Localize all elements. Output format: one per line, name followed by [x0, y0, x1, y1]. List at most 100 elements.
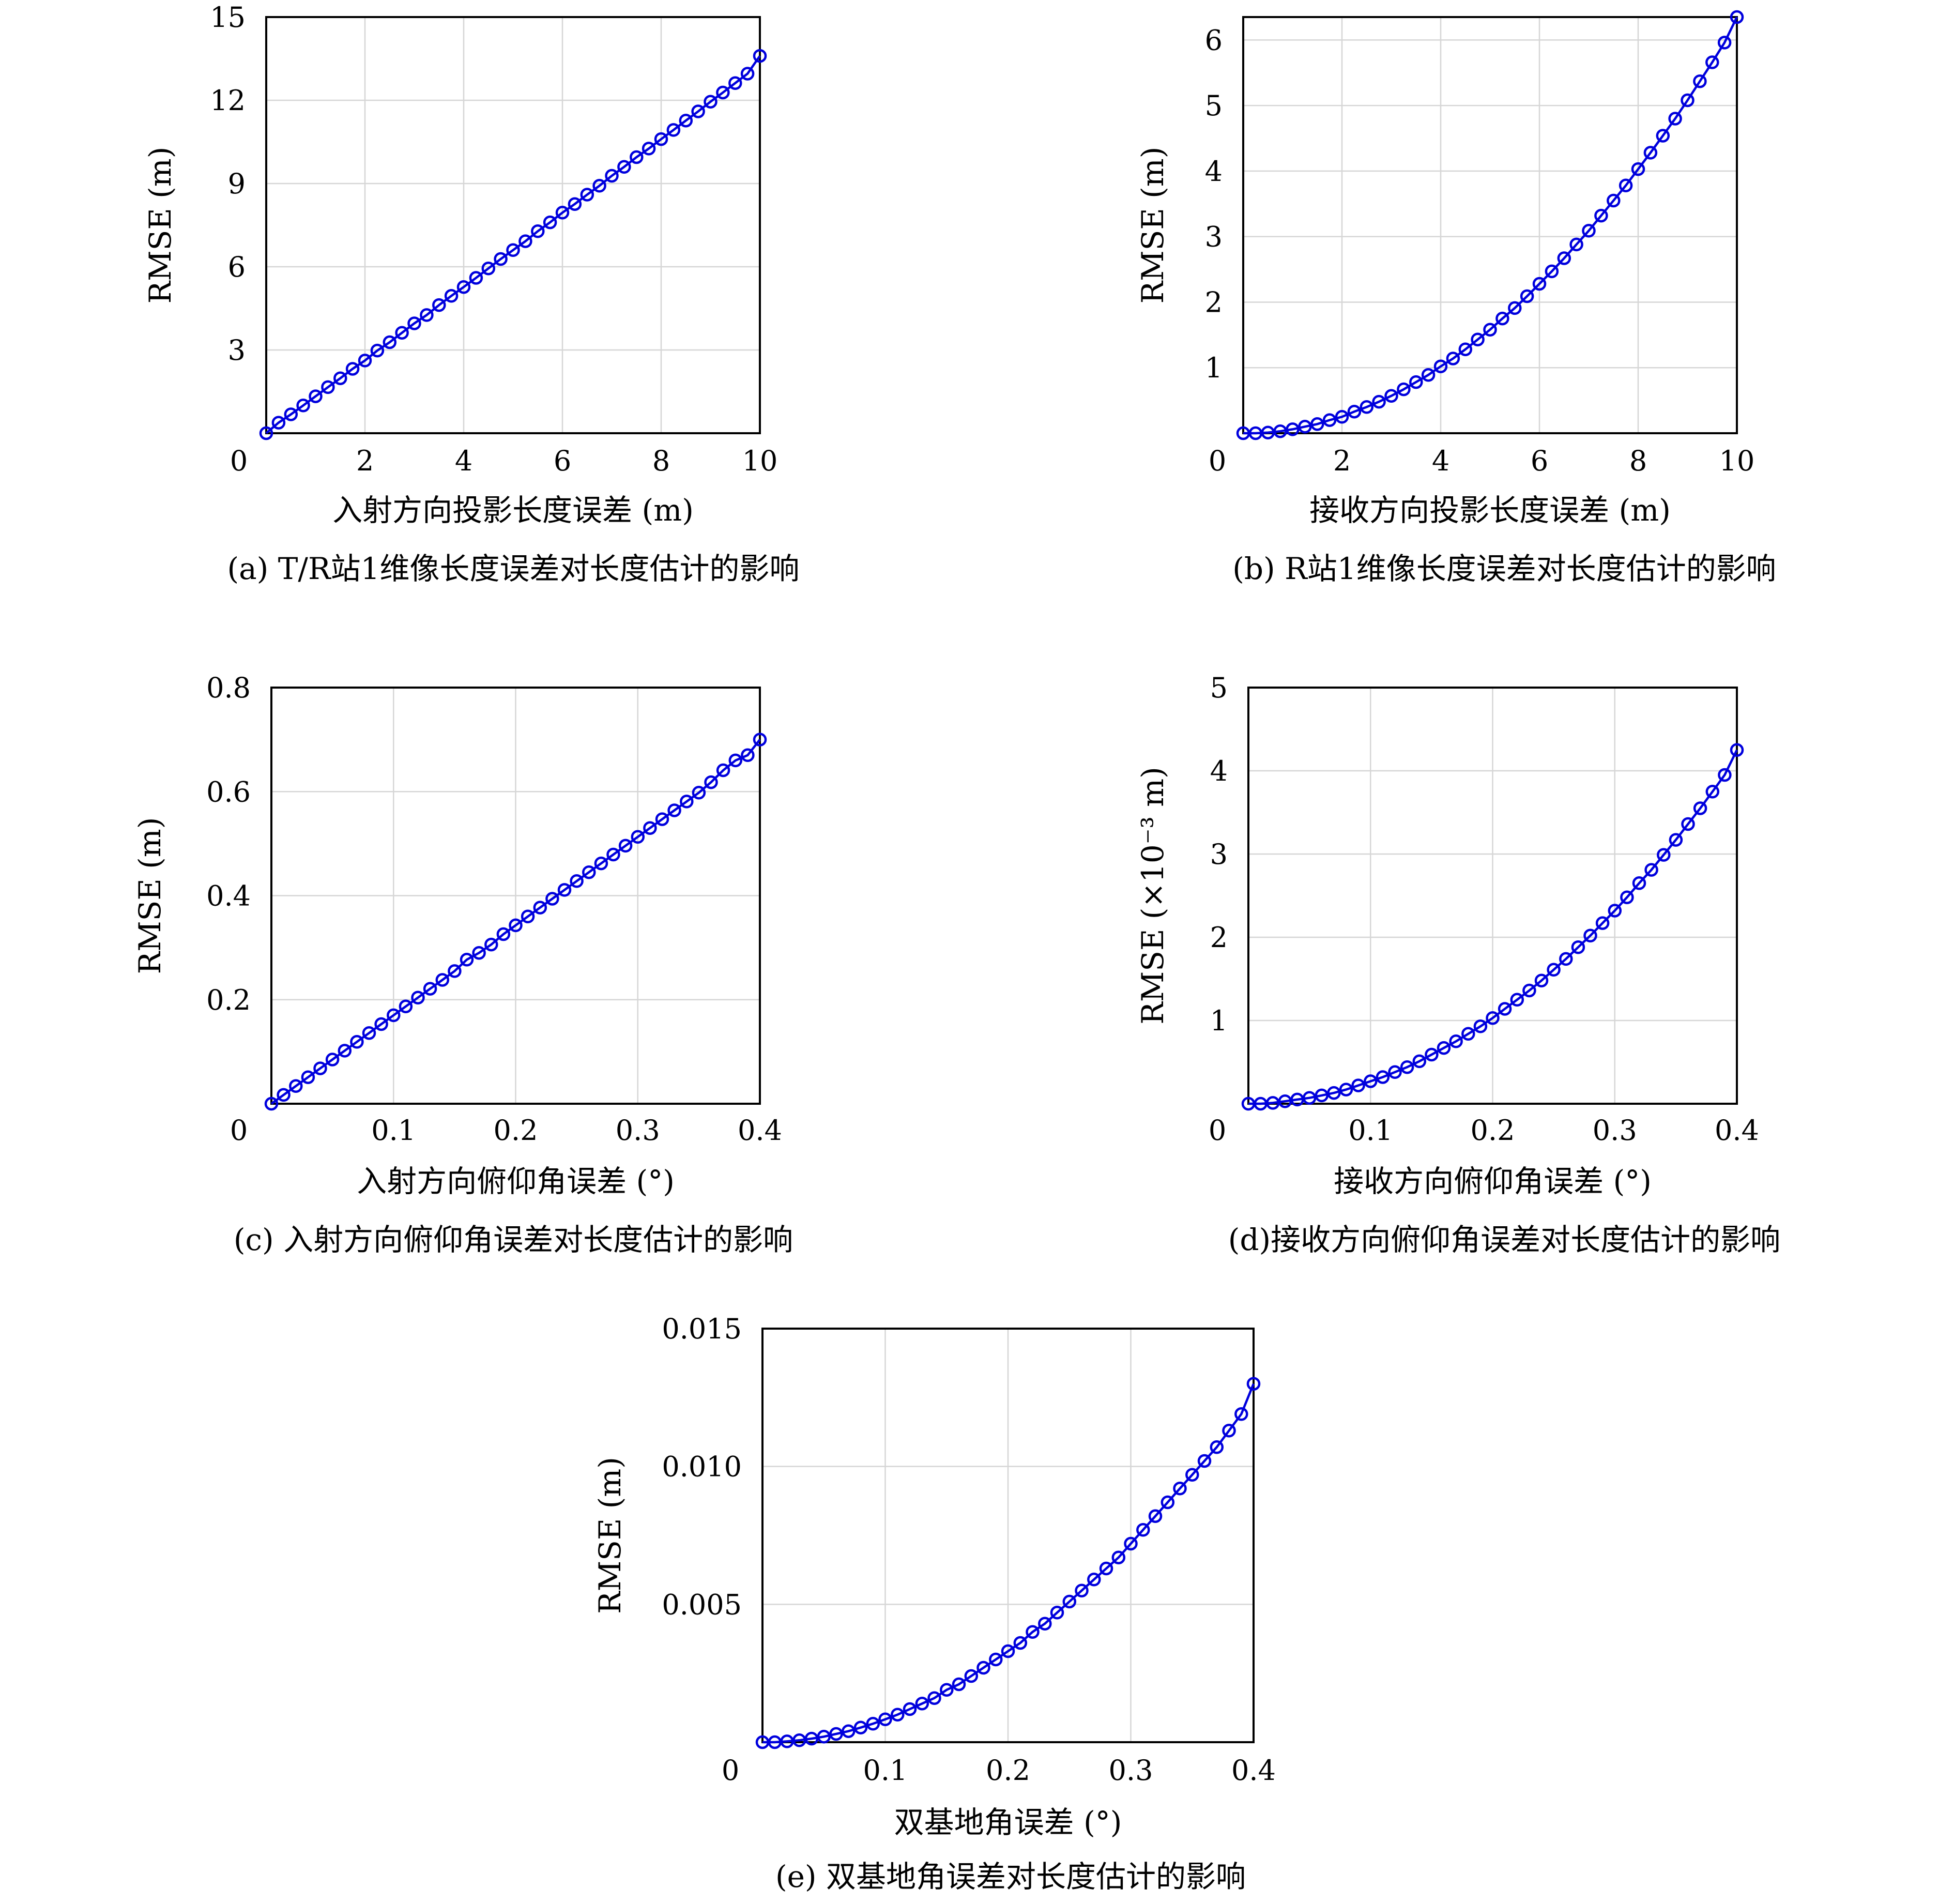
data-point — [469, 271, 483, 285]
data-point — [1449, 1034, 1463, 1048]
data-point — [1461, 1027, 1475, 1041]
data-point — [1534, 973, 1549, 987]
data-point — [891, 1708, 905, 1722]
x-tick-label: 0.1 — [863, 1754, 908, 1787]
data-point — [654, 132, 668, 146]
data-point — [976, 1661, 990, 1675]
y-tick-label: 3 — [1210, 838, 1228, 871]
x-tick-label: 4 — [455, 445, 472, 477]
y-tick-label: 12 — [210, 84, 246, 117]
data-point — [1498, 1002, 1512, 1016]
x-tick-label: 0.3 — [1593, 1114, 1637, 1147]
data-point — [264, 1096, 279, 1111]
y-tick-label: 0.6 — [206, 775, 251, 808]
data-point — [1234, 1407, 1248, 1421]
y-tick-label: 0.010 — [662, 1451, 742, 1483]
data-point — [325, 1053, 340, 1067]
x-axis-label: 接收方向投影长度误差 (m) — [1309, 493, 1671, 528]
data-point — [704, 775, 718, 789]
y-tick-label: 6 — [1205, 24, 1223, 56]
data-point — [655, 812, 669, 826]
data-point — [1705, 785, 1720, 799]
data-point — [1384, 389, 1398, 403]
data-point — [481, 261, 496, 276]
y-tick-label: 3 — [228, 334, 246, 367]
data-point — [1351, 1078, 1365, 1092]
y-tick-label: 0.8 — [206, 672, 251, 704]
y-tick-label: 6 — [228, 251, 246, 283]
x-tick-label: 0.3 — [1109, 1754, 1153, 1787]
data-point — [1310, 417, 1324, 431]
x-tick-label: 10 — [1719, 445, 1755, 477]
data-point — [472, 946, 486, 960]
data-point — [1730, 743, 1744, 757]
data-point — [1298, 420, 1312, 434]
x-tick-label: 6 — [554, 445, 571, 477]
data-point — [1246, 1377, 1261, 1391]
data-point — [728, 753, 743, 768]
y-axis-label: RMSE (m) — [143, 147, 178, 304]
data-point — [448, 964, 462, 978]
data-point — [1197, 1454, 1212, 1468]
data-point — [338, 1044, 352, 1058]
data-point — [456, 280, 471, 294]
x-tick-label: 0 — [230, 1114, 248, 1147]
data-point — [1335, 410, 1349, 424]
data-point — [395, 326, 409, 340]
data-point — [1717, 36, 1732, 50]
data-point — [1446, 352, 1460, 365]
plot-frame — [1247, 687, 1738, 1105]
data-point — [545, 892, 559, 906]
data-point — [1594, 208, 1608, 223]
plot-frame — [1242, 16, 1738, 434]
data-point — [1425, 1047, 1439, 1062]
data-point — [1486, 1011, 1500, 1025]
data-point — [1124, 1536, 1138, 1551]
data-point — [1185, 1468, 1199, 1482]
x-tick-label: 0 — [230, 445, 248, 477]
chart-caption: (c) 入射方向俯仰角误差对长度估计的影响 — [234, 1222, 793, 1257]
data-point — [494, 252, 508, 266]
x-tick-label: 8 — [652, 445, 670, 477]
data-point — [1571, 940, 1585, 954]
data-point — [1693, 74, 1707, 88]
data-point — [804, 1731, 819, 1746]
data-point — [444, 289, 459, 303]
data-point — [435, 973, 450, 987]
data-point — [1681, 817, 1695, 831]
data-point — [740, 67, 755, 81]
data-point — [1557, 251, 1571, 265]
data-point — [606, 847, 620, 862]
data-point — [350, 1035, 364, 1049]
data-point — [1433, 359, 1448, 373]
data-point — [420, 308, 434, 322]
data-point — [399, 999, 413, 1014]
y-tick-label: 3 — [1205, 221, 1223, 253]
chart-caption: (d)接收方向俯仰角误差对长度估计的影响 — [1228, 1222, 1780, 1257]
data-point — [374, 1017, 388, 1031]
x-axis-label: 入射方向俯仰角误差 (°) — [357, 1164, 675, 1199]
data-point — [383, 335, 397, 349]
data-point — [1173, 1482, 1187, 1496]
data-point — [358, 354, 372, 368]
chart-caption: (a) T/R站1维像长度误差对长度估计的影响 — [227, 551, 799, 586]
chart-c: 0 0.1 0.2 0.3 0.4 0.2 0.4 0.6 0.8 入射方向俯仰角误差 (°) RM… — [132, 672, 793, 1257]
data-point — [1013, 1636, 1028, 1650]
data-point — [1001, 1644, 1015, 1658]
y-tick-label: 15 — [210, 1, 246, 34]
data-point — [555, 206, 570, 220]
data-point — [1559, 952, 1573, 966]
data-point — [1136, 1523, 1150, 1537]
data-point — [594, 856, 608, 871]
x-tick-label: 0 — [722, 1754, 739, 1787]
data-point — [952, 1677, 966, 1692]
x-tick-label: 0.2 — [986, 1754, 1030, 1787]
data-point — [1693, 801, 1707, 815]
data-point — [1111, 1550, 1126, 1564]
data-point — [964, 1669, 979, 1683]
data-point — [1705, 55, 1719, 69]
data-point — [543, 215, 557, 230]
data-point — [411, 991, 425, 1004]
data-point — [570, 874, 584, 888]
